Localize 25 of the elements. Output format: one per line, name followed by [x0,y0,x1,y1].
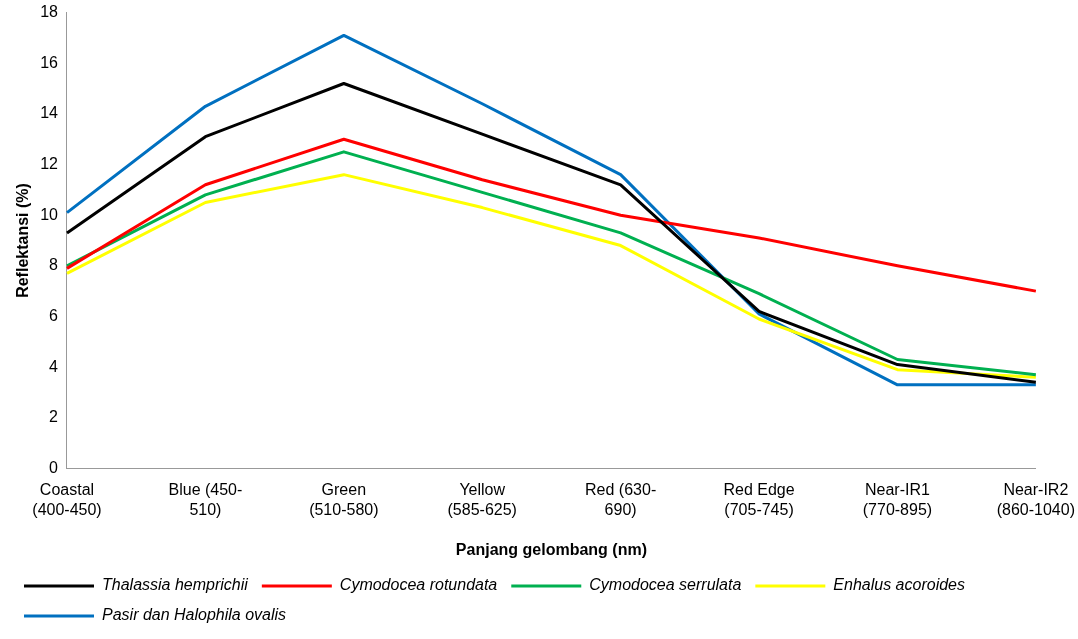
x-tick-label: Blue (450-510) [168,481,243,518]
x-tick-label: Red (630-690) [585,481,657,518]
y-tick-label: 10 [40,205,59,223]
y-tick-label: 4 [49,357,59,375]
x-tick-label: Green (510-580) [309,481,379,518]
y-tick-label: 8 [49,256,59,274]
x-tick-label: Coastal (400-450) [32,481,102,518]
y-axis-title: Reflektansi (%) [14,183,32,298]
x-tick-label: Red Edge (705-745) [723,481,795,518]
y-tick-label: 6 [49,306,59,324]
y-tick-label: 12 [40,154,59,172]
x-axis-title: Panjang gelombang (nm) [455,540,647,558]
y-tick-label: 18 [40,3,59,21]
x-tick-label: Yellow (585-625) [447,481,517,518]
legend-label: Enhalus acoroides [833,576,965,594]
x-tick-label: Near-IR1 (770-895) [862,481,933,518]
y-tick-label: 2 [49,408,59,426]
y-tick-label: 16 [40,53,59,71]
x-tick-label: Near-IR2 (860-1040) [996,481,1075,518]
legend-label: Cymodocea rotundata [339,576,498,594]
y-tick-label: 0 [49,458,59,476]
legend-label: Cymodocea serrulata [589,576,742,594]
legend-label: Pasir dan Halophila ovalis [102,606,287,624]
y-tick-label: 14 [40,104,59,122]
legend-label: Thalassia hemprichii [102,576,249,594]
